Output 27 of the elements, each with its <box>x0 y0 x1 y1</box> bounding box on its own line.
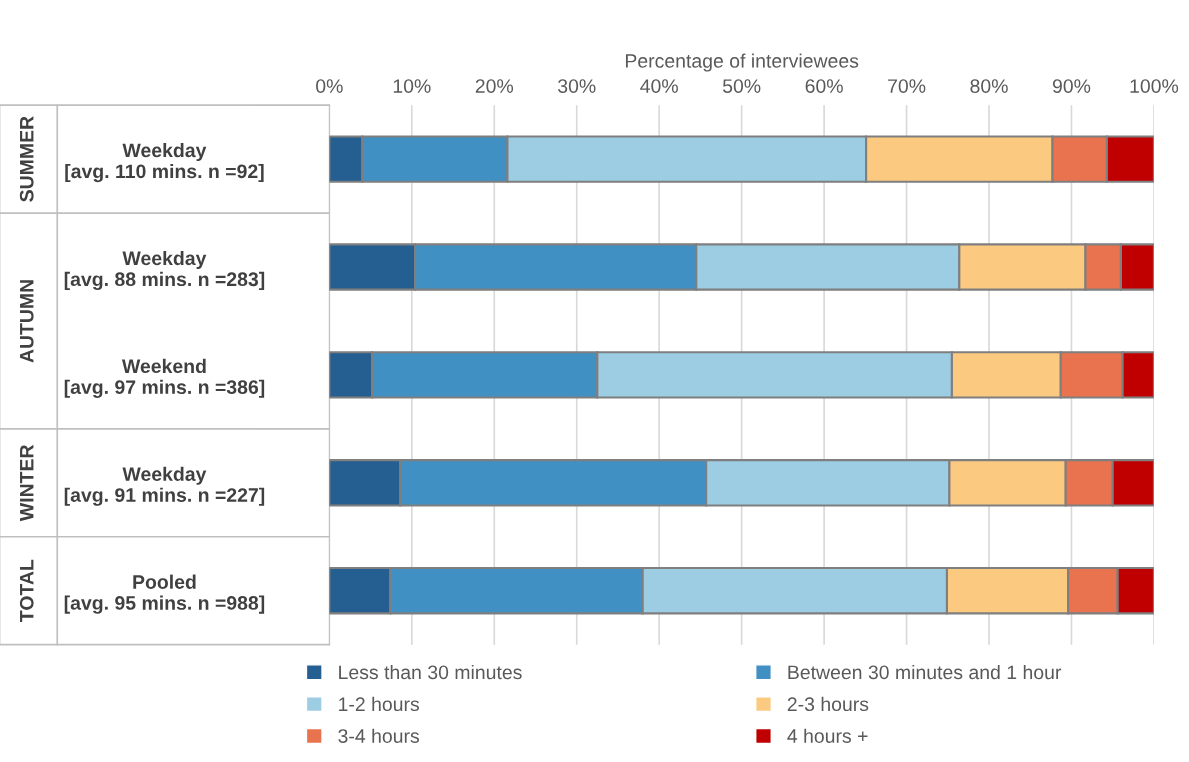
x-tick-label: 20% <box>475 79 514 93</box>
y-tick-label: Weekday [avg. 91 mins. n =227] <box>64 466 265 506</box>
text: WINTER <box>20 444 34 522</box>
x-tick-label: 30% <box>558 79 596 93</box>
x-axis-title: Percentage of interviewees <box>625 53 859 72</box>
legend-label: 3-4 hours <box>338 728 420 743</box>
x-tick-label: 0% <box>316 79 343 93</box>
x-tick-label: 80% <box>970 79 1008 93</box>
y-tick-label: Weekend [avg. 97 mins. n =386] <box>64 358 265 398</box>
x-tick-label: 40% <box>640 79 678 93</box>
x-tick-label: 10% <box>393 79 431 93</box>
legend-label: 4 hours + <box>787 728 868 743</box>
legend-label: Between 30 minutes and 1 hour <box>788 664 1062 680</box>
x-tick-label: 60% <box>805 79 843 93</box>
text: AUTUMN <box>20 280 34 363</box>
legend-label: 2-3 hours <box>787 696 869 712</box>
legend-label: 1-2 hours <box>339 696 420 712</box>
y-tick-label: Weekday [avg. 110 mins. n =92] <box>65 143 264 183</box>
x-tick-label: 90% <box>1052 79 1091 93</box>
y-tick-label: Weekday [avg. 88 mins. n =283] <box>64 250 265 291</box>
y-tick-label: Pooled [avg. 95 mins. n =988] <box>64 574 265 614</box>
text: TOTAL <box>19 559 34 622</box>
x-tick-label: 50% <box>722 79 761 93</box>
x-tick-label: 100% <box>1130 79 1179 93</box>
text: SUMMER <box>19 116 34 202</box>
legend-label: Less than 30 minutes <box>339 664 522 680</box>
x-tick-label: 70% <box>888 79 926 93</box>
